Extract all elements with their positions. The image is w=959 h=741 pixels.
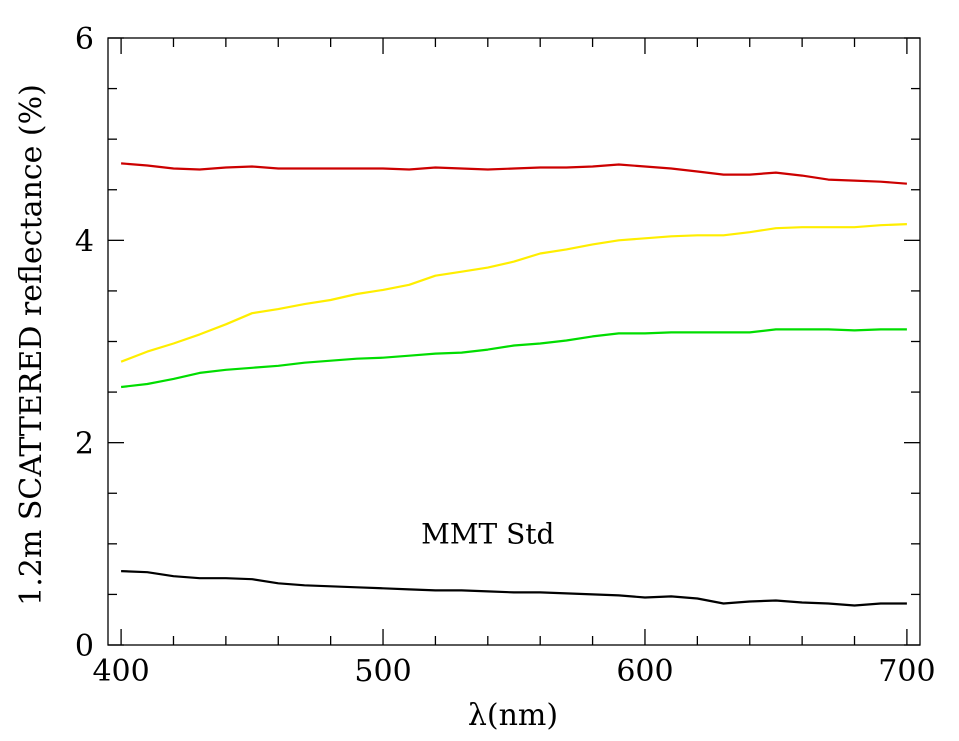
- y-tick-label: 0: [75, 629, 94, 664]
- y-tick-label: 4: [75, 224, 94, 259]
- series-line-green: [120, 328, 907, 389]
- x-tick-label: 400: [92, 654, 149, 689]
- plot-frame: [107, 37, 921, 646]
- ticks-layer: [108, 37, 920, 646]
- y-tick-label: 2: [75, 427, 94, 462]
- x-tick-label: 600: [616, 654, 673, 689]
- y-axis-title: 1.2m SCATTERED reflectance (%): [14, 84, 49, 606]
- labels-layer: 400 500 600 700 0 2 4 6 MMT Std: [75, 22, 936, 689]
- series-line-yellow: [120, 223, 907, 363]
- x-tick-label: 500: [354, 654, 411, 689]
- x-tick-label: 700: [878, 654, 935, 689]
- x-axis-title: λ(nm): [468, 698, 558, 733]
- y-tick-label: 6: [75, 22, 94, 57]
- series-layer: [120, 162, 907, 607]
- series-line-red: [121, 162, 907, 185]
- series-line-black: [121, 570, 907, 607]
- annotation-mmt-std: MMT Std: [421, 518, 554, 551]
